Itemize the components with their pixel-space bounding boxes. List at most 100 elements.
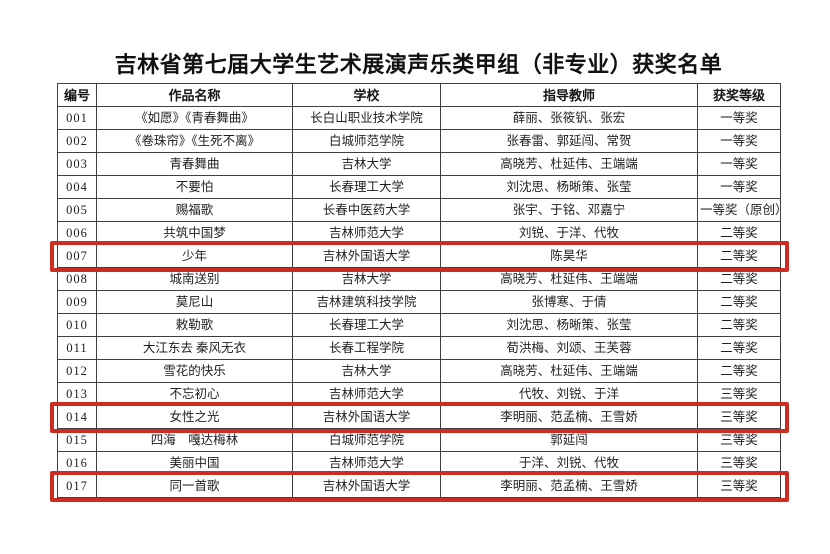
cell-award: 一等奖: [697, 175, 781, 199]
table-row: 001 《如愿》《青春舞曲》 长白山职业技术学院 薛丽、张筱钒、张宏 一等奖: [57, 106, 781, 130]
table-row: 006 共筑中国梦 吉林师范大学 刘锐、于洋、代牧 二等奖: [57, 221, 781, 245]
cell-teachers: 刘沈思、杨晰策、张莹: [440, 175, 698, 199]
cell-work: 城南送别: [96, 267, 293, 291]
cell-id: 010: [57, 313, 97, 337]
cell-award: 二等奖: [697, 359, 781, 383]
cell-award: 三等奖: [697, 451, 781, 475]
cell-id: 003: [57, 152, 97, 176]
cell-work: 青春舞曲: [96, 152, 293, 176]
cell-school: 吉林外国语大学: [292, 405, 441, 429]
cell-work: 少年: [96, 244, 293, 268]
cell-work: 四海 嘎达梅林: [96, 428, 293, 452]
cell-id: 004: [57, 175, 97, 199]
table-row: 013 不忘初心 吉林师范大学 代牧、刘锐、于洋 三等奖: [57, 382, 781, 406]
cell-school: 吉林师范大学: [292, 382, 441, 406]
cell-teachers: 李明丽、范孟楠、王雪娇: [440, 405, 698, 429]
cell-work: 美丽中国: [96, 451, 293, 475]
cell-teachers: 刘锐、于洋、代牧: [440, 221, 698, 245]
table-row: 003 青春舞曲 吉林大学 高晓芳、杜延伟、王端端 一等奖: [57, 152, 781, 176]
cell-work: 不忘初心: [96, 382, 293, 406]
cell-award: 一等奖（原创）: [697, 198, 781, 222]
cell-award: 三等奖: [697, 474, 781, 498]
cell-school: 白城师范学院: [292, 129, 441, 153]
cell-award: 一等奖: [697, 152, 781, 176]
cell-id: 002: [57, 129, 97, 153]
cell-id: 012: [57, 359, 97, 383]
cell-award: 二等奖: [697, 267, 781, 291]
table-row: 008 城南送别 吉林大学 高晓芳、杜延伟、王端端 二等奖: [57, 267, 781, 291]
cell-award: 二等奖: [697, 313, 781, 337]
table-row: 005 赐福歌 长春中医药大学 张宇、于铭、邓嘉宁 一等奖（原创）: [57, 198, 781, 222]
cell-id: 017: [57, 474, 97, 498]
cell-id: 001: [57, 106, 97, 130]
cell-id: 014: [57, 405, 97, 429]
cell-id: 008: [57, 267, 97, 291]
cell-award: 二等奖: [697, 290, 781, 314]
cell-work: 敕勒歌: [96, 313, 293, 337]
cell-school: 吉林师范大学: [292, 451, 441, 475]
cell-teachers: 张博寒、于倩: [440, 290, 698, 314]
column-header-id: 编号: [57, 83, 97, 107]
cell-school: 吉林大学: [292, 152, 441, 176]
cell-school: 吉林大学: [292, 267, 441, 291]
cell-teachers: 高晓芳、杜延伟、王端端: [440, 267, 698, 291]
table-row: 007 少年 吉林外国语大学 陈昊华 二等奖: [57, 244, 781, 268]
cell-award: 三等奖: [697, 428, 781, 452]
table-header: 编号 作品名称 学校 指导教师 获奖等级: [57, 83, 781, 107]
table-row: 011 大江东去 秦风无衣 长春工程学院 荀洪梅、刘颂、王芙蓉 二等奖: [57, 336, 781, 360]
table-row: 012 雪花的快乐 吉林大学 高晓芳、杜延伟、王端端 二等奖: [57, 359, 781, 383]
cell-work: 《如愿》《青春舞曲》: [96, 106, 293, 130]
award-table: 编号 作品名称 学校 指导教师 获奖等级 001 《如愿》《青春舞曲》 长白山职业技…: [57, 83, 781, 498]
cell-teachers: 张宇、于铭、邓嘉宁: [440, 198, 698, 222]
cell-award: 二等奖: [697, 244, 781, 268]
cell-school: 吉林建筑科技学院: [292, 290, 441, 314]
column-header-teachers: 指导教师: [440, 83, 698, 107]
cell-school: 白城师范学院: [292, 428, 441, 452]
cell-work: 同一首歌: [96, 474, 293, 498]
cell-id: 013: [57, 382, 97, 406]
cell-work: 《卷珠帘》《生死不离》: [96, 129, 293, 153]
cell-teachers: 张春雷、郭延闯、常贺: [440, 129, 698, 153]
cell-work: 大江东去 秦风无衣: [96, 336, 293, 360]
cell-teachers: 陈昊华: [440, 244, 698, 268]
document-page: 吉林省第七届大学生艺术展演声乐类甲组（非专业）获奖名单 编号 作品名称 学校 指…: [57, 52, 781, 498]
cell-work: 女性之光: [96, 405, 293, 429]
cell-teachers: 刘沈思、杨晰策、张莹: [440, 313, 698, 337]
cell-award: 一等奖: [697, 106, 781, 130]
cell-award: 二等奖: [697, 221, 781, 245]
table-row: 017 同一首歌 吉林外国语大学 李明丽、范孟楠、王雪娇 三等奖: [57, 474, 781, 498]
cell-id: 011: [57, 336, 97, 360]
cell-teachers: 于洋、刘锐、代牧: [440, 451, 698, 475]
cell-teachers: 荀洪梅、刘颂、王芙蓉: [440, 336, 698, 360]
cell-school: 长春理工大学: [292, 175, 441, 199]
column-header-school: 学校: [292, 83, 441, 107]
column-header-award: 获奖等级: [697, 83, 781, 107]
cell-school: 吉林大学: [292, 359, 441, 383]
cell-award: 三等奖: [697, 405, 781, 429]
header-row: 编号 作品名称 学校 指导教师 获奖等级: [57, 83, 781, 107]
cell-work: 共筑中国梦: [96, 221, 293, 245]
cell-teachers: 高晓芳、杜延伟、王端端: [440, 152, 698, 176]
cell-school: 长春工程学院: [292, 336, 441, 360]
cell-award: 二等奖: [697, 336, 781, 360]
cell-id: 007: [57, 244, 97, 268]
cell-teachers: 代牧、刘锐、于洋: [440, 382, 698, 406]
cell-teachers: 郭延闯: [440, 428, 698, 452]
cell-work: 雪花的快乐: [96, 359, 293, 383]
cell-school: 吉林师范大学: [292, 221, 441, 245]
table-row: 015 四海 嘎达梅林 白城师范学院 郭延闯 三等奖: [57, 428, 781, 452]
cell-school: 长春理工大学: [292, 313, 441, 337]
cell-teachers: 高晓芳、杜延伟、王端端: [440, 359, 698, 383]
cell-work: 赐福歌: [96, 198, 293, 222]
cell-id: 009: [57, 290, 97, 314]
cell-award: 一等奖: [697, 129, 781, 153]
cell-work: 莫尼山: [96, 290, 293, 314]
table-row: 009 莫尼山 吉林建筑科技学院 张博寒、于倩 二等奖: [57, 290, 781, 314]
table-row: 002 《卷珠帘》《生死不离》 白城师范学院 张春雷、郭延闯、常贺 一等奖: [57, 129, 781, 153]
table-row: 016 美丽中国 吉林师范大学 于洋、刘锐、代牧 三等奖: [57, 451, 781, 475]
cell-school: 长春中医药大学: [292, 198, 441, 222]
cell-id: 015: [57, 428, 97, 452]
cell-award: 三等奖: [697, 382, 781, 406]
cell-school: 吉林外国语大学: [292, 244, 441, 268]
column-header-work: 作品名称: [96, 83, 293, 107]
